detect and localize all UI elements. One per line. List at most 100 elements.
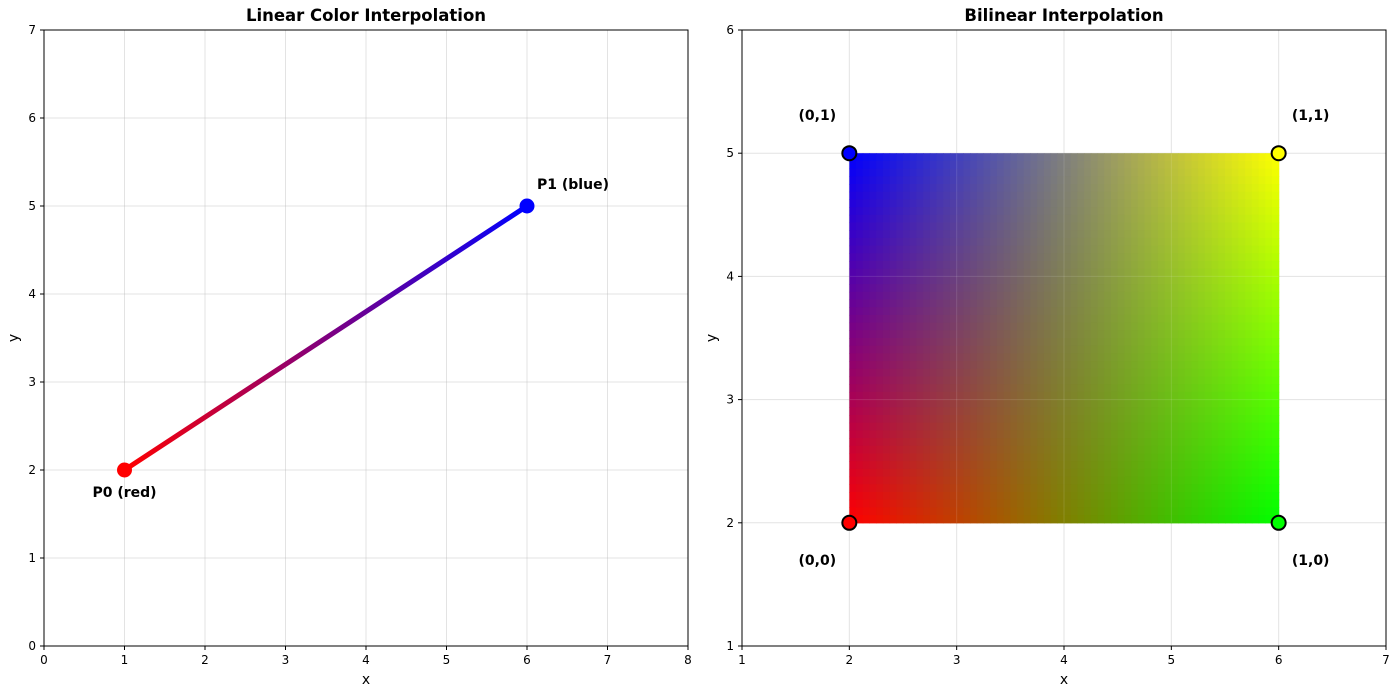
gradient-cell <box>923 438 931 447</box>
gradient-cell <box>1070 361 1079 370</box>
gradient-cell <box>1204 453 1213 462</box>
gradient-cell <box>1003 445 1011 455</box>
gradient-cell <box>856 391 864 401</box>
gradient-cell <box>1251 268 1260 277</box>
gradient-cell <box>1151 307 1159 316</box>
gradient-cell <box>1225 268 1233 277</box>
gradient-cell <box>1043 461 1052 470</box>
corner-marker <box>1270 514 1287 531</box>
gradient-cell <box>1231 237 1240 247</box>
gradient-cell <box>990 445 998 455</box>
gradient-cell <box>1037 461 1045 470</box>
gradient-cell <box>1131 284 1139 293</box>
gradient-cell <box>929 515 938 524</box>
gradient-cell <box>1231 322 1240 331</box>
gradient-cell <box>1137 268 1146 277</box>
gradient-cell <box>1178 368 1186 378</box>
gradient-cell <box>882 214 891 224</box>
gradient-cell <box>1198 299 1206 308</box>
gradient-cell <box>1198 415 1206 424</box>
gradient-cell <box>1037 314 1045 324</box>
gradient-cell <box>1117 368 1125 378</box>
gradient-cell <box>1110 376 1119 385</box>
gradient-cell <box>1064 515 1072 524</box>
gradient-cell <box>1157 368 1166 378</box>
gradient-cell <box>1057 499 1065 508</box>
gradient-cell <box>970 453 978 462</box>
gradient-cell <box>1077 476 1085 485</box>
gradient-cell <box>1124 199 1132 208</box>
right-corner-points: (0,0) (1,0)(0,1) (1,1) <box>799 108 1330 569</box>
gradient-cell <box>1157 515 1166 524</box>
gradient-cell <box>1057 207 1065 216</box>
gradient-cell <box>923 153 931 162</box>
gradient-cell <box>1204 199 1213 208</box>
gradient-cell <box>1218 314 1226 324</box>
gradient-cell <box>1037 376 1045 385</box>
gradient-cell <box>1191 253 1199 262</box>
gradient-cell <box>1084 391 1092 401</box>
gradient-cell <box>1238 168 1246 177</box>
gradient-cell <box>1023 361 1032 370</box>
gradient-cell <box>1271 222 1280 231</box>
gradient-cell <box>1204 384 1213 393</box>
gradient-cell <box>1057 160 1065 170</box>
gradient-cell <box>1077 322 1085 331</box>
gradient-cell <box>1131 338 1139 347</box>
gradient-cell <box>1050 384 1058 393</box>
gradient-cell <box>1124 353 1132 362</box>
gradient-cell <box>1251 307 1260 316</box>
gradient-cell <box>970 222 978 231</box>
gradient-cell <box>1271 191 1280 200</box>
gradient-cell <box>1271 399 1280 408</box>
gradient-cell <box>1225 284 1233 293</box>
gradient-cell <box>916 184 924 193</box>
gradient-cell <box>916 438 924 447</box>
gradient-cell <box>1137 330 1146 339</box>
gradient-cell <box>1218 368 1226 378</box>
gradient-cell <box>1017 391 1025 401</box>
gradient-cell <box>1043 345 1052 354</box>
gradient-cell <box>1238 453 1246 462</box>
gradient-cell <box>1010 515 1018 524</box>
gradient-cell <box>1191 284 1199 293</box>
gradient-cell <box>1164 307 1172 316</box>
gradient-cell <box>882 445 891 455</box>
gradient-cell <box>1124 191 1132 200</box>
gradient-cell <box>1023 153 1032 162</box>
y-tick-label: 3 <box>726 393 734 407</box>
gradient-cell <box>1131 499 1139 508</box>
gradient-cell <box>1191 299 1199 308</box>
gradient-cell <box>1131 415 1139 424</box>
gradient-cell <box>1245 314 1253 324</box>
x-tick-label: 5 <box>1168 653 1176 667</box>
gradient-cell <box>956 391 964 401</box>
gradient-cell <box>1245 299 1253 308</box>
gradient-cell <box>903 261 911 270</box>
gradient-cell <box>1077 368 1085 378</box>
gradient-cell <box>869 245 877 254</box>
gradient-cell <box>1157 438 1166 447</box>
gradient-cell <box>970 384 978 393</box>
gradient-cell <box>1211 430 1219 439</box>
gradient-cell <box>896 507 904 516</box>
gradient-cell <box>1010 445 1018 455</box>
gradient-cell <box>1097 422 1105 431</box>
gradient-cell <box>916 376 924 385</box>
gradient-cell <box>1184 230 1193 239</box>
gradient-cell <box>983 184 991 193</box>
gradient-cell <box>929 461 938 470</box>
gradient-cell <box>1271 430 1280 439</box>
gradient-cell <box>869 415 877 424</box>
gradient-cell <box>889 445 897 455</box>
gradient-cell <box>1151 445 1159 455</box>
gradient-cell <box>1151 391 1159 401</box>
gradient-cell <box>1131 276 1139 285</box>
gradient-cell <box>869 214 877 224</box>
gradient-cell <box>956 184 964 193</box>
gradient-cell <box>909 184 918 193</box>
gradient-cell <box>1198 492 1206 501</box>
gradient-cell <box>1097 399 1105 408</box>
gradient-cell <box>1265 291 1273 301</box>
gradient-cell <box>1084 476 1092 485</box>
